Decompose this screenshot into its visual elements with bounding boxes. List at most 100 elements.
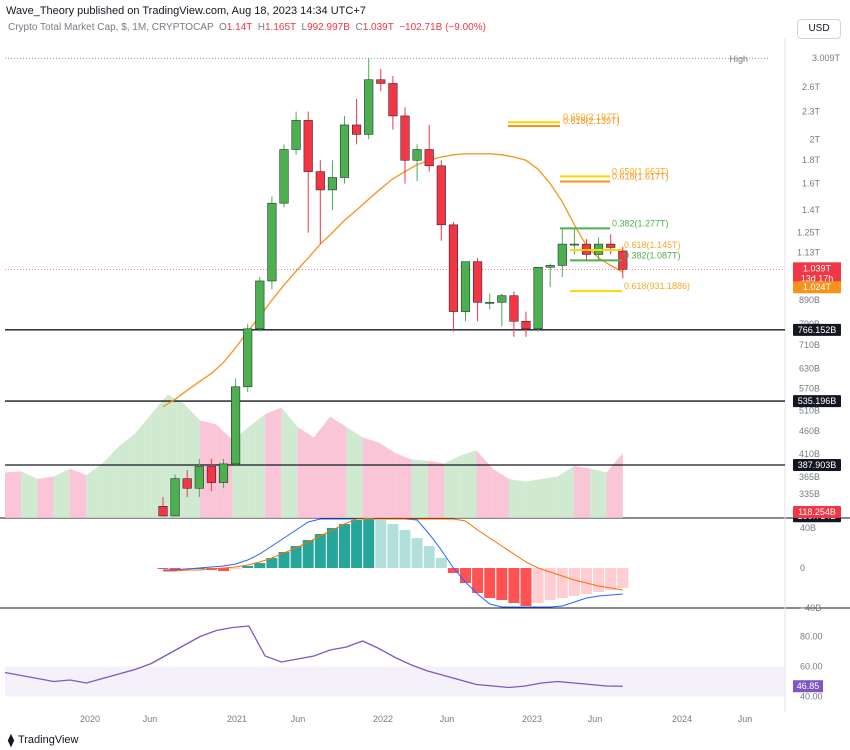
- candle-body: [218, 463, 229, 483]
- price-axis-tick: 365B: [799, 472, 820, 482]
- time-axis-tick: 2023: [522, 714, 542, 724]
- candle-body: [448, 224, 458, 312]
- macd-histogram-bar: [593, 568, 605, 592]
- volume-area-segment: [346, 427, 363, 518]
- candle-body: [521, 321, 531, 330]
- currency-button[interactable]: USD: [797, 19, 841, 39]
- fib-level-label: 0.650(1.663T): [612, 166, 669, 176]
- candle-body: [158, 506, 168, 517]
- price-axis-tick: 630B: [799, 364, 820, 374]
- macd-histogram-bar: [230, 568, 242, 569]
- price-axis-tick: 1.6T: [802, 179, 821, 189]
- macd-histogram-bar: [339, 524, 350, 568]
- tradingview-logo-text: TradingView: [17, 734, 79, 746]
- volume-area-segment: [21, 471, 38, 518]
- macd-histogram-bar: [314, 534, 326, 568]
- candle-body: [436, 165, 446, 226]
- macd-histogram-bar: [302, 540, 314, 568]
- candle-body: [545, 265, 555, 268]
- volume-area-segment: [508, 479, 526, 518]
- price-axis-tick: 2.3T: [802, 107, 821, 117]
- volume-area-segment: [541, 476, 558, 518]
- rsi-axis-tick: 80.00: [800, 632, 823, 642]
- time-axis-tick: 2020: [80, 714, 100, 724]
- time-axis-tick: Jun: [738, 714, 753, 724]
- macd-histogram-bar: [581, 568, 592, 594]
- change-value: −102.71B (−9.00%): [399, 22, 486, 33]
- volume-area-segment: [574, 466, 591, 518]
- volume-area-segment: [590, 468, 607, 518]
- macd-histogram-bar: [411, 538, 423, 568]
- volume-area-segment: [297, 427, 314, 518]
- open-label: O: [219, 22, 227, 33]
- volume-area-segment: [362, 437, 379, 518]
- macd-histogram-bar: [375, 520, 387, 568]
- price-axis-tick: 2T: [809, 134, 820, 144]
- candle-body: [606, 243, 616, 248]
- volume-area-segment: [427, 460, 444, 518]
- macd-histogram-bar: [326, 528, 338, 568]
- volume-area-segment: [281, 407, 298, 518]
- candle-body: [182, 478, 192, 489]
- rsi-current-tag-bg: [793, 680, 823, 693]
- time-axis-tick: Jun: [588, 714, 603, 724]
- volume-area-segment: [86, 463, 103, 518]
- macd-histogram-bar: [617, 568, 629, 588]
- candle-body: [291, 120, 301, 150]
- candle-body: [509, 295, 519, 322]
- macd-histogram-bar: [447, 568, 459, 573]
- macd-histogram-bar: [387, 524, 399, 568]
- price-axis-tick: 1.4T: [802, 205, 821, 215]
- current-price-tag: 1.039T: [803, 263, 832, 273]
- symbol-legend: Crypto Total Market Cap, $, 1M, CRYPTOCA…: [8, 22, 486, 33]
- candle-body: [497, 295, 507, 303]
- fib-level-label: 0.618(1.617T): [612, 172, 669, 182]
- candle-body: [352, 124, 362, 135]
- candle-body: [267, 202, 277, 282]
- moving-average-line: [162, 153, 624, 408]
- price-axis-tick: 1.13T: [797, 248, 821, 258]
- volume-area-segment: [118, 433, 136, 518]
- symbol-name: Crypto Total Market Cap, $, 1M, CRYPTOCA…: [8, 22, 214, 33]
- volume-area-segment: [476, 450, 493, 518]
- macd-histogram-bar: [568, 568, 580, 596]
- high-value: 1.165T: [264, 22, 296, 33]
- volume-area-segment: [70, 468, 87, 518]
- candle-body: [533, 267, 543, 330]
- macd-histogram-bar: [496, 568, 508, 600]
- rsi-current-tag: 46.85: [797, 681, 820, 691]
- candle-body: [424, 149, 434, 167]
- volume-tag: 118.254B: [798, 507, 836, 517]
- volume-area-segment: [460, 450, 477, 518]
- volume-area-segment: [248, 414, 266, 518]
- current-price-tag-bg: [793, 262, 841, 285]
- price-axis-tick: 2.6T: [802, 82, 821, 92]
- rsi-band: [5, 666, 785, 697]
- volume-tag-bg: [793, 505, 841, 518]
- ma-price-tag: 1.024T: [803, 282, 832, 292]
- price-axis-tick: 460B: [799, 426, 820, 436]
- candle-body: [231, 386, 241, 465]
- volume-area-segment: [557, 466, 575, 518]
- support-level-tag-bg: [793, 395, 841, 408]
- price-axis-tick: 710B: [799, 340, 820, 350]
- rsi-axis-tick: 40.00: [800, 692, 823, 702]
- volume-area-segment: [183, 403, 201, 518]
- candle-body: [557, 243, 567, 266]
- volume-area-segment: [37, 476, 54, 518]
- candle-body: [388, 83, 398, 117]
- macd-histogram-bar: [460, 568, 471, 583]
- time-axis-tick: Jun: [143, 714, 158, 724]
- price-axis-tick: 1.25T: [797, 228, 821, 238]
- volume-area-segment: [53, 468, 71, 518]
- price-axis-tick: 335B: [799, 489, 820, 499]
- volume-area-segment: [313, 416, 331, 518]
- fib-level-label: 0.382(1.277T): [612, 218, 669, 228]
- tradingview-logo-icon: ⧫: [8, 733, 14, 747]
- macd-histogram-bar: [157, 568, 169, 569]
- volume-area-segment: [492, 468, 509, 518]
- price-axis-tick: 410B: [799, 449, 820, 459]
- close-value: 1.039T: [362, 22, 394, 33]
- macd-histogram-bar: [423, 546, 435, 568]
